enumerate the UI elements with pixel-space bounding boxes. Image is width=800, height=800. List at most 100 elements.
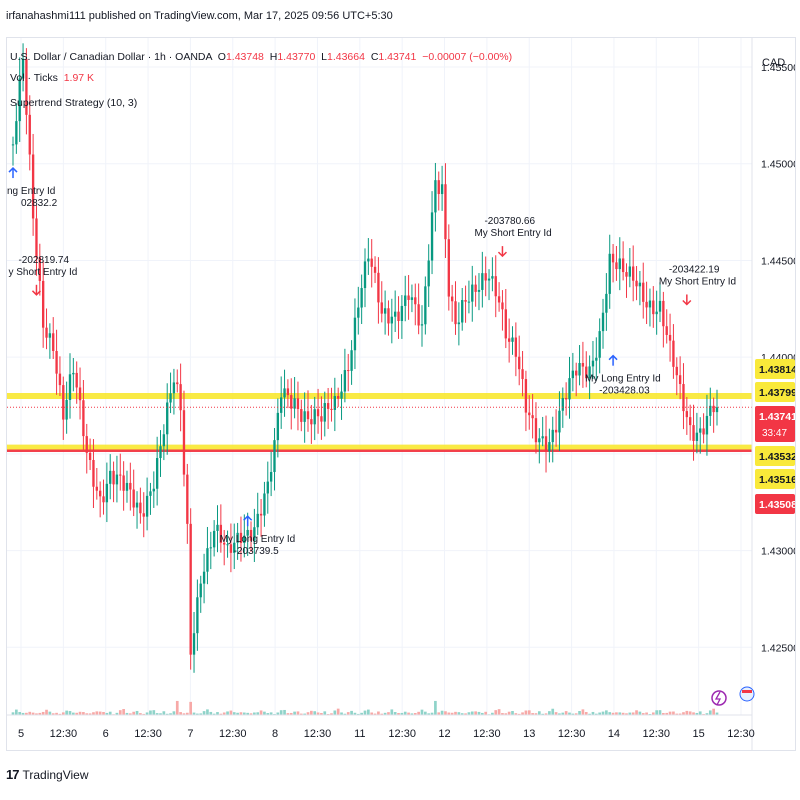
volume-bar: [216, 712, 219, 715]
volume-bar: [641, 713, 645, 715]
volume-bar: [212, 713, 216, 715]
candle-body: [55, 351, 58, 374]
time-tick-label: 7: [187, 728, 193, 740]
volume-bar: [346, 712, 350, 715]
volume-bar: [501, 713, 504, 715]
candle-body: [601, 312, 605, 332]
candle-body: [699, 428, 702, 433]
candle-body: [162, 434, 166, 447]
candle-body: [58, 373, 62, 386]
candle-body: [11, 144, 15, 146]
time-tick-label: 12:30: [219, 728, 247, 740]
candle-body: [648, 300, 652, 308]
volume-bar: [621, 712, 625, 715]
candle-body: [420, 324, 424, 326]
volume-bar: [132, 711, 136, 715]
candle-body: [605, 293, 608, 313]
volume-bar: [715, 712, 719, 715]
volume-bar: [289, 712, 293, 715]
candle-body: [501, 302, 504, 310]
volume-legend[interactable]: Vol · Ticks 1.97 K: [10, 72, 94, 84]
candle-body: [430, 212, 434, 261]
candle-body: [702, 428, 705, 435]
volume-bar: [665, 712, 669, 715]
candle-body: [15, 121, 18, 145]
candle-body: [38, 257, 41, 281]
candle-body: [367, 258, 370, 262]
price-tag-label: 1.43516: [759, 474, 795, 486]
symbol-legend[interactable]: U.S. Dollar / Canadian Dollar · 1h · OAN…: [10, 51, 512, 63]
candle-body: [665, 326, 668, 335]
candle-body: [591, 360, 595, 367]
volume-bar: [698, 711, 702, 715]
candle-body: [561, 397, 564, 411]
volume-bar: [105, 712, 109, 715]
volume-bar: [551, 708, 555, 715]
candle-body: [273, 440, 276, 472]
volume-bar: [377, 711, 380, 715]
candle-body: [219, 524, 223, 543]
candle-body: [548, 442, 551, 452]
volume-bar: [286, 713, 290, 715]
candle-body: [45, 327, 48, 338]
candle-body: [243, 535, 246, 544]
candle-body: [645, 301, 648, 308]
volume-bar: [340, 712, 343, 715]
candle-body: [199, 583, 202, 598]
candle-body: [424, 286, 427, 325]
volume-bar: [628, 712, 632, 715]
candle-body: [202, 571, 206, 584]
strategy-label: Supertrend Strategy (10, 3): [10, 97, 138, 109]
candle-body: [474, 284, 477, 292]
candle-body: [434, 180, 437, 213]
volume-bar: [145, 712, 149, 715]
candle-body: [635, 280, 638, 287]
volume-bar: [460, 713, 464, 715]
volume-bar: [88, 713, 92, 715]
candle-body: [585, 366, 588, 379]
volume-bar: [605, 710, 608, 715]
candle-body: [615, 262, 618, 270]
candle-body: [169, 393, 172, 403]
volume-bar: [336, 708, 340, 715]
volume-bar: [380, 713, 384, 715]
volume-bar: [263, 711, 266, 715]
volume-bar: [165, 713, 169, 715]
candle-body: [155, 458, 159, 489]
candle-body: [528, 412, 531, 416]
candle-body: [400, 305, 404, 322]
price-tag-label: 1.43508: [759, 499, 795, 511]
volume-bar: [598, 712, 602, 715]
volume-bar: [688, 711, 692, 715]
volume-bar: [139, 713, 142, 715]
volume-bar: [246, 712, 250, 715]
time-tick-label: 8: [272, 728, 278, 740]
price-tag-label: 1.43799: [759, 387, 795, 399]
volume-bar: [581, 709, 585, 715]
candle-body: [92, 460, 95, 487]
candle-body: [280, 397, 283, 413]
volume-bar: [672, 711, 675, 715]
candle-body: [715, 407, 719, 413]
volume-bar: [564, 711, 568, 715]
candle-body: [316, 409, 320, 417]
volume-bar: [427, 713, 431, 715]
volume-bar: [514, 713, 518, 715]
candle-body: [293, 398, 296, 409]
volume-bar: [35, 713, 38, 715]
volume-bar: [222, 712, 226, 715]
volume-bar: [118, 710, 122, 715]
tradingview-footer[interactable]: 17 TradingView: [6, 767, 89, 782]
strategy-legend[interactable]: Supertrend Strategy (10, 3): [10, 97, 137, 109]
candle-body: [638, 282, 642, 287]
volume-bar: [115, 712, 119, 715]
volume-bar: [175, 700, 179, 715]
candle-body: [464, 300, 467, 302]
candle-body: [484, 273, 487, 281]
price-tick-label: 1.42500: [761, 642, 795, 654]
volume-bar: [618, 712, 622, 715]
volume-bar: [537, 711, 541, 715]
volume-bar: [591, 711, 595, 715]
candle-body: [209, 547, 212, 549]
